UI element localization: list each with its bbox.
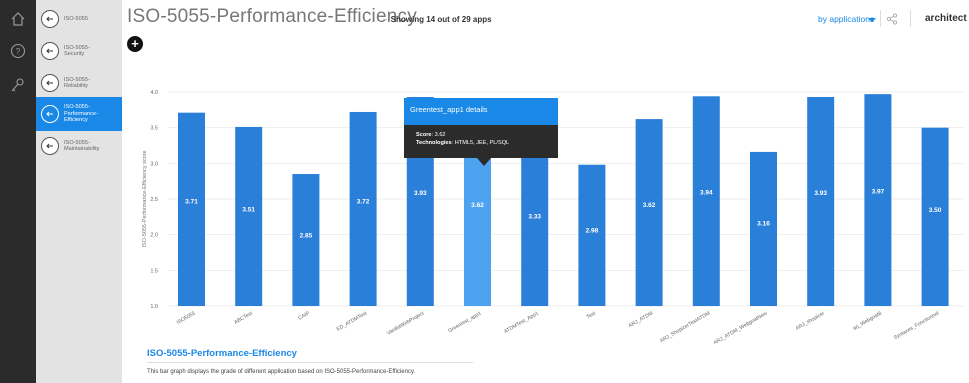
- y-axis-label: ISO-5055-Performance-Efficiency score: [142, 150, 148, 247]
- left-rail: ?: [0, 0, 36, 383]
- x-tick-label: Syntaxes_Fonctionnel: [893, 311, 940, 342]
- x-tick-label: Greentest_app1: [447, 310, 482, 334]
- chevron-down-icon[interactable]: [868, 18, 876, 22]
- bar-value-label: 3.33: [528, 214, 541, 221]
- tooltip-arrow: [477, 158, 491, 166]
- x-tick-label: ARJ_ATDM_WebgoatNew: [713, 310, 769, 344]
- y-tick-label: 3.5: [150, 126, 158, 132]
- divider: [880, 10, 881, 27]
- sidebar-item-label: ISO-5055- Reliability: [64, 76, 90, 90]
- sidebar-item-label: ISO-5055- Maintainability: [64, 139, 100, 153]
- svg-text:?: ?: [16, 47, 21, 56]
- share-icon[interactable]: [886, 12, 898, 25]
- tooltip-tech-label: Technologies: [416, 140, 452, 146]
- bar: [635, 119, 663, 307]
- sidebar-item-label: ISO-5055- Performance- Efficiency: [64, 104, 98, 124]
- y-tick-label: 1.5: [150, 268, 158, 274]
- tooltip-score-label: Score: [416, 132, 432, 138]
- bar-value-label: 2.98: [586, 227, 599, 234]
- bar-value-label: 3.62: [471, 202, 484, 209]
- bar: [521, 139, 549, 306]
- x-tick-label: Test: [586, 310, 598, 320]
- divider: [147, 362, 473, 363]
- app-count-subtitle: - Showing 14 out of 29 apps: [385, 15, 492, 24]
- home-icon[interactable]: [9, 10, 27, 28]
- x-tick-label: ARJ_ShopizerTestATDM: [659, 311, 711, 344]
- bar-value-label: 3.50: [929, 207, 942, 214]
- bar: [178, 112, 205, 306]
- x-tick-label: CAIP: [297, 310, 311, 322]
- divider: [910, 10, 911, 27]
- bar-value-label: 3.93: [414, 190, 427, 197]
- sidebar-item-label: ISO-5055- Security: [64, 44, 90, 58]
- back-arrow-icon: [41, 137, 59, 155]
- back-arrow-icon: [41, 74, 59, 92]
- tooltip-tech-value: : HTML5, JEE, PL/SQL: [451, 140, 510, 146]
- description-title: ISO-5055-Performance-Efficiency: [147, 348, 297, 359]
- subtitle-dash: -: [385, 15, 388, 24]
- tooltip-title: Greentest_app1 details: [404, 98, 558, 125]
- bar-value-label: 3.51: [242, 207, 255, 214]
- chart-tooltip: Greentest_app1 details Score: 3.62 Techn…: [404, 98, 558, 166]
- back-arrow-icon: [41, 42, 59, 60]
- sidebar-item-maintainability[interactable]: ISO-5055- Maintainability: [36, 130, 122, 162]
- sidebar: ISO-5055 ISO-5055- Security ISO-5055- Re…: [36, 0, 122, 383]
- bar: [235, 126, 263, 306]
- bar: [750, 151, 777, 306]
- y-tick-label: 2.5: [150, 197, 158, 203]
- chart-svg: 1.0 1.5 2.0 2.5 3.0 3.5 4.0 ISO-5055-Performanc…: [142, 90, 964, 344]
- view-mode-select[interactable]: by applications: [818, 14, 875, 24]
- bar: [807, 96, 835, 306]
- tooltip-body: Score: 3.62 Technologies: HTML5, JEE, PL…: [404, 125, 558, 158]
- app-count-text: Showing 14 out of 29 apps: [390, 15, 492, 24]
- bar-value-label: 3.97: [872, 188, 885, 195]
- sidebar-item-label: ISO-5055: [64, 15, 88, 22]
- key-icon[interactable]: [9, 76, 27, 94]
- x-tick-label: ED_ATDMTest: [336, 310, 369, 332]
- sidebar-item-security[interactable]: ISO-5055- Security: [36, 35, 122, 67]
- y-tick-label: 1.0: [150, 304, 158, 310]
- sidebar-item-iso-5055[interactable]: ISO-5055: [36, 3, 122, 35]
- y-tick-label: 4.0: [150, 90, 158, 96]
- x-tick-label: ATDMTest_App1: [503, 310, 540, 335]
- help-icon[interactable]: ?: [9, 42, 27, 60]
- bar-value-label: 3.62: [643, 202, 656, 209]
- page-title: ISO-5055-Performance-Efficiency: [127, 6, 417, 27]
- bar: [292, 174, 320, 306]
- sidebar-item-reliability[interactable]: ISO-5055- Reliability: [36, 67, 122, 99]
- sidebar-item-performance-efficiency[interactable]: ISO-5055- Performance- Efficiency: [36, 97, 122, 131]
- bar-value-label: 2.85: [300, 232, 313, 239]
- back-arrow-icon: [41, 105, 59, 123]
- bar-value-label: 3.72: [357, 198, 370, 205]
- bar-chart: 1.0 1.5 2.0 2.5 3.0 3.5 4.0 ISO-5055-Performanc…: [138, 82, 964, 344]
- add-button[interactable]: +: [127, 36, 143, 52]
- bar: [921, 127, 949, 306]
- bar-value-label: 3.94: [700, 190, 713, 197]
- bar-value-label: 3.16: [757, 220, 770, 227]
- bar: [692, 96, 720, 306]
- bar: [349, 111, 377, 307]
- y-tick-label: 3.0: [150, 161, 158, 167]
- tooltip-score-value: : 3.62: [431, 132, 446, 138]
- x-tick-label: ABCTest: [233, 310, 254, 326]
- x-tick-label: VanillaWebProject: [386, 310, 426, 336]
- bar: [864, 94, 892, 306]
- bar: [578, 164, 606, 306]
- y-tick-label: 2.0: [150, 233, 158, 239]
- bar-value-label: 3.71: [185, 199, 198, 206]
- description-text: This bar graph displays the grade of dif…: [147, 369, 416, 375]
- user-name[interactable]: architect: [925, 13, 967, 24]
- x-tick-label: ARJ_ATDM: [628, 311, 654, 330]
- bar-value-label: 3.93: [814, 190, 827, 197]
- x-tick-label: arj_Webgoat8: [852, 310, 883, 331]
- x-tick-label: ARJ_shopizer: [795, 310, 826, 331]
- x-tick-label: ISO5055: [176, 310, 197, 325]
- back-arrow-icon: [41, 10, 59, 28]
